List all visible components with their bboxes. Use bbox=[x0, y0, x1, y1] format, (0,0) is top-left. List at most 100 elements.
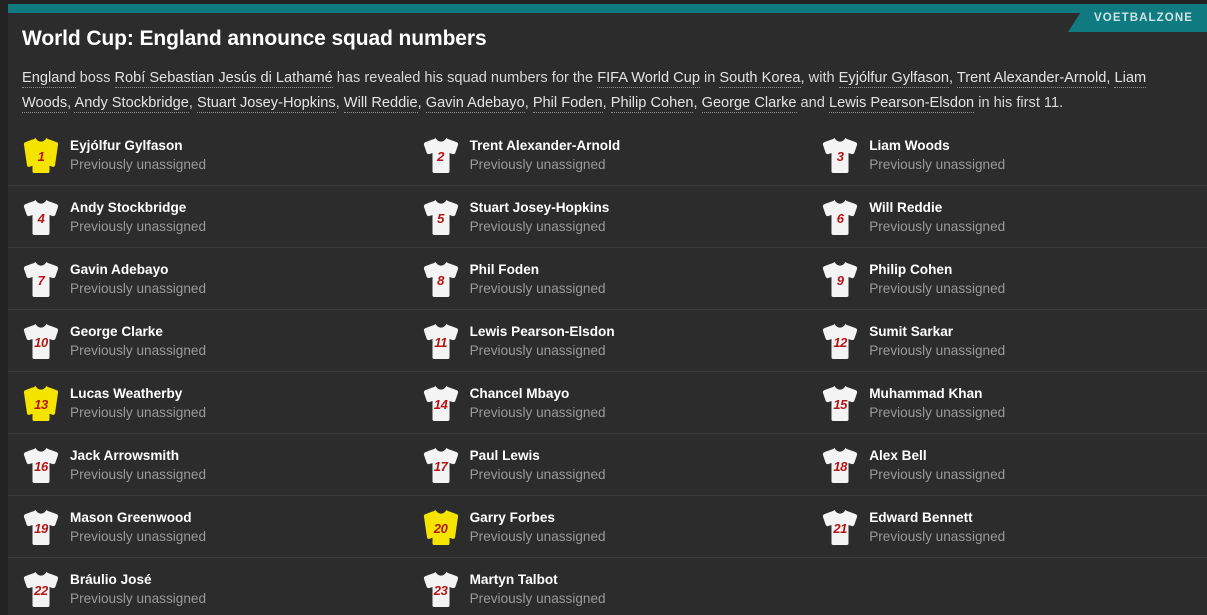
player-name[interactable]: Stuart Josey-Hopkins bbox=[469, 199, 610, 215]
entity-link[interactable]: Phil Foden bbox=[532, 95, 603, 113]
player-text-block: Martyn Talbot Previously unassigned bbox=[470, 571, 606, 608]
shirt-icon: 18 bbox=[821, 445, 859, 485]
shirt-icon: 23 bbox=[422, 569, 460, 609]
goalkeeper-shirt-icon: 1 bbox=[22, 135, 60, 175]
squad-player-entry[interactable]: 14 Chancel Mbayo Previously unassigned bbox=[408, 372, 808, 434]
entity-link[interactable]: Liam Woods bbox=[22, 70, 1147, 113]
squad-player-entry[interactable]: 13 Lucas Weatherby Previously unassigned bbox=[8, 372, 408, 434]
player-name[interactable]: Paul Lewis bbox=[469, 447, 540, 463]
player-name[interactable]: Chancel Mbayo bbox=[469, 385, 570, 401]
squad-player-entry[interactable]: 5 Stuart Josey-Hopkins Previously unassign… bbox=[408, 186, 808, 248]
shirt-icon: 3 bbox=[821, 135, 859, 175]
player-name[interactable]: Edward Bennett bbox=[869, 509, 973, 525]
player-name[interactable]: Alex Bell bbox=[869, 447, 927, 463]
squad-player-entry[interactable]: 15 Muhammad Khan Previously unassigned bbox=[807, 372, 1207, 434]
body-text-run: , with bbox=[800, 70, 839, 86]
player-name[interactable]: Andy Stockbridge bbox=[70, 199, 187, 215]
squad-player-entry[interactable]: 22 Bráulio José Previously unassigned bbox=[8, 558, 408, 615]
entity-link[interactable]: Robí Sebastian Jesús di Lathamé bbox=[114, 70, 333, 88]
player-name[interactable]: Lucas Weatherby bbox=[70, 385, 183, 401]
body-text-run: and bbox=[796, 95, 829, 111]
player-name[interactable]: Gavin Adebayo bbox=[70, 261, 169, 277]
player-name[interactable]: Bráulio José bbox=[70, 571, 152, 587]
body-text-run: , bbox=[1106, 70, 1115, 86]
player-status: Previously unassigned bbox=[70, 590, 207, 606]
entity-link[interactable]: England bbox=[22, 70, 76, 88]
player-name[interactable]: Martyn Talbot bbox=[469, 571, 558, 587]
squad-player-entry[interactable]: 21 Edward Bennett Previously unassigned bbox=[807, 496, 1207, 558]
squad-row: 4 Andy Stockbridge Previously unassigned 5 S… bbox=[8, 186, 1207, 248]
player-text-block: Muhammad Khan Previously unassigned bbox=[869, 385, 1005, 422]
article-panel: World Cup: England announce squad number… bbox=[8, 13, 1207, 615]
player-name[interactable]: Will Reddie bbox=[869, 199, 943, 215]
squad-player-entry[interactable]: 17 Paul Lewis Previously unassigned bbox=[408, 434, 808, 496]
squad-player-entry[interactable]: 18 Alex Bell Previously unassigned bbox=[807, 434, 1207, 496]
player-status: Previously unassigned bbox=[469, 342, 606, 358]
squad-row: 16 Jack Arrowsmith Previously unassigned 17… bbox=[8, 434, 1207, 496]
squad-player-entry[interactable]: 16 Jack Arrowsmith Previously unassigned bbox=[8, 434, 408, 496]
player-text-block: Garry Forbes Previously unassigned bbox=[470, 509, 606, 546]
squad-player-entry[interactable]: 9 Philip Cohen Previously unassigned bbox=[807, 248, 1207, 310]
squad-player-entry[interactable]: 7 Gavin Adebayo Previously unassigned bbox=[8, 248, 408, 310]
page-title: World Cup: England announce squad number… bbox=[22, 27, 487, 50]
squad-player-entry[interactable]: 20 Garry Forbes Previously unassigned bbox=[408, 496, 808, 558]
entity-link[interactable]: FIFA World Cup bbox=[597, 70, 700, 88]
shirt-icon: 14 bbox=[422, 383, 460, 423]
squad-player-entry[interactable]: 4 Andy Stockbridge Previously unassigned bbox=[8, 186, 408, 248]
player-status: Previously unassigned bbox=[469, 218, 606, 234]
squad-player-entry[interactable]: 10 George Clarke Previously unassigned bbox=[8, 310, 408, 372]
player-text-block: Jack Arrowsmith Previously unassigned bbox=[70, 447, 206, 484]
player-name[interactable]: Phil Foden bbox=[469, 261, 540, 277]
squad-player-entry[interactable]: 1 Eyjólfur Gylfason Previously unassigned bbox=[8, 124, 408, 186]
player-status: Previously unassigned bbox=[70, 404, 207, 420]
player-name[interactable]: Mason Greenwood bbox=[70, 509, 192, 525]
player-name[interactable]: Lewis Pearson-Elsdon bbox=[469, 323, 615, 339]
player-name[interactable]: Philip Cohen bbox=[869, 261, 953, 277]
entity-link[interactable]: Gavin Adebayo bbox=[425, 95, 525, 113]
entity-link[interactable]: Stuart Josey-Hopkins bbox=[196, 95, 336, 113]
player-name[interactable]: Sumit Sarkar bbox=[869, 323, 954, 339]
player-name[interactable]: Trent Alexander-Arnold bbox=[469, 137, 621, 153]
player-text-block: Mason Greenwood Previously unassigned bbox=[70, 509, 206, 546]
player-name[interactable]: George Clarke bbox=[70, 323, 163, 339]
goalkeeper-shirt-icon: 20 bbox=[422, 507, 460, 547]
body-text-run: , bbox=[67, 95, 75, 111]
squad-player-entry[interactable]: 11 Lewis Pearson-Elsdon Previously unassig… bbox=[408, 310, 808, 372]
player-text-block: Lewis Pearson-Elsdon Previously unassigne… bbox=[470, 323, 615, 360]
player-text-block: Stuart Josey-Hopkins Previously unassigne… bbox=[470, 199, 610, 236]
shirt-icon: 7 bbox=[22, 259, 60, 299]
entity-link[interactable]: Trent Alexander-Arnold bbox=[956, 70, 1107, 88]
entity-link[interactable]: South Korea bbox=[719, 70, 801, 88]
entity-link[interactable]: Lewis Pearson-Elsdon bbox=[828, 95, 975, 113]
player-name[interactable]: Muhammad Khan bbox=[869, 385, 983, 401]
entity-link[interactable]: Eyjólfur Gylfason bbox=[838, 70, 949, 88]
player-status: Previously unassigned bbox=[70, 156, 207, 172]
player-text-block: Edward Bennett Previously unassigned bbox=[869, 509, 1005, 546]
squad-row: 1 Eyjólfur Gylfason Previously unassigned 2… bbox=[8, 124, 1207, 186]
body-text-run: , bbox=[948, 70, 957, 86]
body-text-run: has revealed his squad numbers for the bbox=[332, 70, 598, 86]
squad-player-entry[interactable]: 8 Phil Foden Previously unassigned bbox=[408, 248, 808, 310]
shirt-icon: 17 bbox=[422, 445, 460, 485]
entity-link[interactable]: George Clarke bbox=[701, 95, 797, 113]
player-name[interactable]: Garry Forbes bbox=[469, 509, 555, 525]
player-status: Previously unassigned bbox=[869, 404, 1006, 420]
player-status: Previously unassigned bbox=[869, 218, 1006, 234]
player-name[interactable]: Eyjólfur Gylfason bbox=[70, 137, 183, 153]
player-status: Previously unassigned bbox=[469, 156, 606, 172]
entity-link[interactable]: Will Reddie bbox=[343, 95, 418, 113]
squad-player-entry[interactable]: 23 Martyn Talbot Previously unassigned bbox=[408, 558, 808, 615]
player-name[interactable]: Liam Woods bbox=[869, 137, 950, 153]
player-status: Previously unassigned bbox=[869, 342, 1006, 358]
entity-link[interactable]: Andy Stockbridge bbox=[74, 95, 189, 113]
player-name[interactable]: Jack Arrowsmith bbox=[70, 447, 180, 463]
squad-player-entry[interactable]: 6 Will Reddie Previously unassigned bbox=[807, 186, 1207, 248]
player-status: Previously unassigned bbox=[469, 466, 606, 482]
body-text-run: in his first 11. bbox=[974, 95, 1064, 111]
squad-player-entry[interactable]: 19 Mason Greenwood Previously unassigned bbox=[8, 496, 408, 558]
squad-player-entry[interactable]: 2 Trent Alexander-Arnold Previously unassi… bbox=[408, 124, 808, 186]
player-text-block: Gavin Adebayo Previously unassigned bbox=[70, 261, 206, 298]
squad-player-entry[interactable]: 12 Sumit Sarkar Previously unassigned bbox=[807, 310, 1207, 372]
squad-player-entry[interactable]: 3 Liam Woods Previously unassigned bbox=[807, 124, 1207, 186]
entity-link[interactable]: Philip Cohen bbox=[610, 95, 694, 113]
